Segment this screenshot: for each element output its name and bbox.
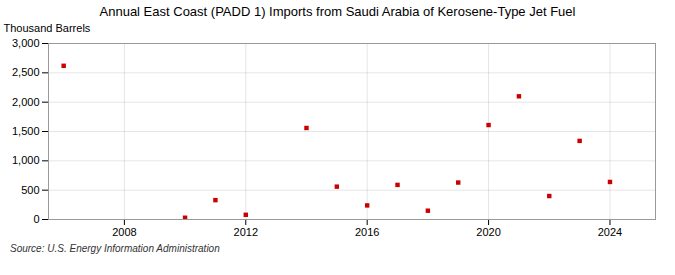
svg-text:2008: 2008 xyxy=(112,226,136,238)
svg-text:3,000: 3,000 xyxy=(12,37,40,49)
svg-text:2,000: 2,000 xyxy=(12,96,40,108)
svg-text:2020: 2020 xyxy=(476,226,500,238)
html-text:Source: U.S. Energy Informatio: Source: U.S. Energy Information Administ… xyxy=(10,243,220,254)
svg-text:2,500: 2,500 xyxy=(12,66,40,78)
html-text:Annual East Coast (PADD 1) Imp: Annual East Coast (PADD 1) Imports from … xyxy=(99,4,576,19)
svg-text:1,000: 1,000 xyxy=(12,154,40,166)
svg-text:500: 500 xyxy=(21,184,39,196)
svg-text:2024: 2024 xyxy=(598,226,622,238)
svg-text:Thousand Barrels: Thousand Barrels xyxy=(4,22,91,34)
svg-text:2016: 2016 xyxy=(355,226,379,238)
svg-text:0: 0 xyxy=(33,213,39,225)
svg-text:1,500: 1,500 xyxy=(12,125,40,137)
svg-text:2012: 2012 xyxy=(234,226,258,238)
